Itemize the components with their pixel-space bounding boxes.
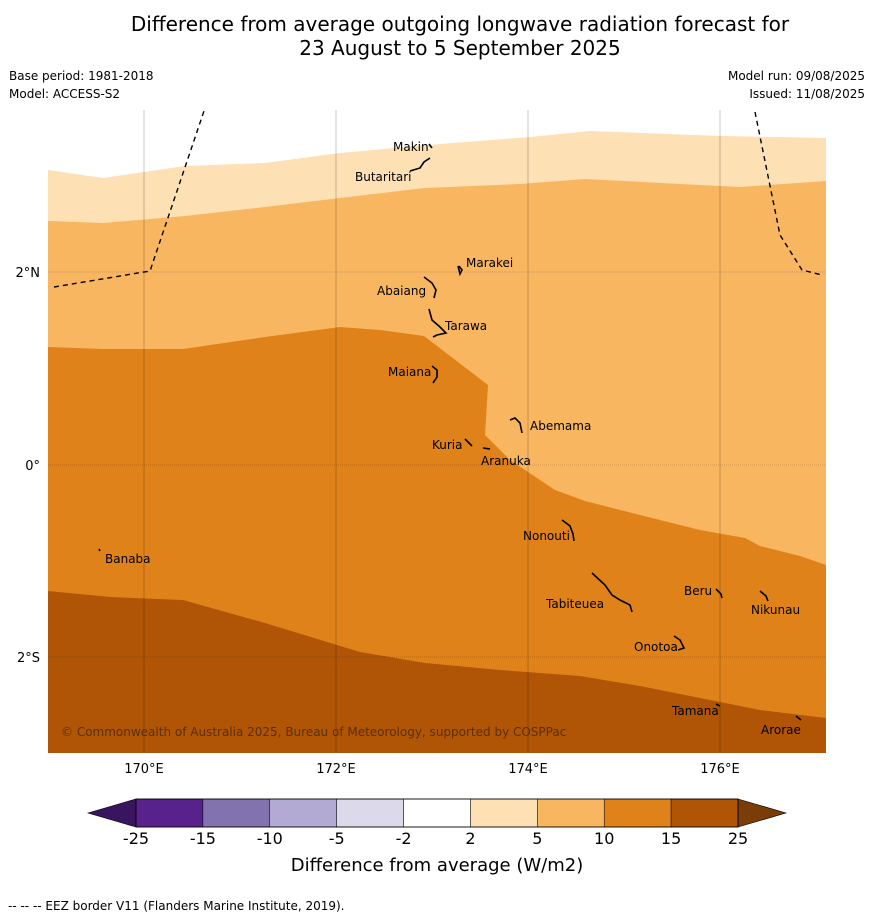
island-beru	[715, 588, 723, 599]
label-maiana: Maiana	[388, 365, 431, 379]
colorbar-segments	[135, 798, 739, 828]
island-banaba	[98, 548, 101, 552]
copyright-notice: © Commonwealth of Australia 2025, Bureau…	[61, 725, 566, 739]
colorbar-frame	[135, 798, 739, 828]
colorbar-tick-label: 5	[532, 829, 542, 848]
title-line-2: 23 August to 5 September 2025	[299, 36, 621, 60]
lon-labels: 170°E 172°E 174°E 176°E	[124, 762, 740, 777]
colorbar-tick-label: 10	[594, 829, 614, 848]
eez-legend-footer: -- -- -- EEZ border V11 (Flanders Marine…	[8, 899, 345, 913]
colorbar: -25 -15 -10 -5 -2 2 5 10 15 25 Difference from av…	[86, 798, 788, 876]
colorbar-tick-label: -2	[396, 829, 412, 848]
island-tabiteuea	[591, 572, 633, 613]
meta-left: Base period: 1981-2018 Model: ACCESS-S2	[9, 67, 154, 103]
lon-label-172e: 172°E	[316, 762, 356, 777]
island-marakei	[457, 265, 463, 277]
eez-border-east	[754, 111, 823, 276]
label-tabiteuea: Tabiteuea	[545, 597, 604, 611]
eez-border	[53, 110, 823, 288]
colorbar-segment	[470, 798, 538, 828]
label-butaritari: Butaritari	[355, 170, 412, 184]
lon-label-174e: 174°E	[508, 762, 548, 777]
model-run: Model run: 09/08/2025	[727, 69, 865, 83]
lat-label-0: 0°	[25, 459, 40, 474]
band-15-25	[48, 591, 826, 753]
label-arorae: Arorae	[761, 723, 801, 737]
colorbar-segment	[135, 798, 204, 828]
colorbar-segment	[670, 798, 739, 828]
colorbar-tick-labels: -25 -15 -10 -5 -2 2 5 10 15 25	[123, 829, 748, 848]
colorbar-segment	[269, 798, 337, 828]
label-beru: Beru	[684, 584, 712, 598]
island-tamana	[715, 703, 721, 707]
colorbar-tick-label: -5	[329, 829, 345, 848]
island-butaritari	[409, 157, 431, 172]
label-nikunau: Nikunau	[751, 603, 800, 617]
colorbar-extend-low	[86, 798, 137, 828]
colorbar-segment	[603, 798, 672, 828]
island-tarawa	[428, 308, 448, 338]
island-onotoa	[673, 635, 686, 651]
gridlines	[48, 110, 826, 753]
island-makin	[428, 143, 433, 149]
lat-label-2n: 2°N	[16, 266, 41, 281]
meta-right: Model run: 09/08/2025 Issued: 11/08/2025	[728, 67, 865, 103]
islands	[98, 143, 802, 721]
island-kuria	[464, 438, 473, 447]
colorbar-label: Difference from average (W/m2)	[291, 855, 583, 876]
issued-date: Issued: 11/08/2025	[749, 87, 865, 101]
colorbar-tick-label: -15	[190, 829, 216, 848]
colorbar-tick-label: 25	[728, 829, 748, 848]
label-banaba: Banaba	[105, 552, 151, 566]
label-makin: Makin	[393, 140, 429, 154]
label-tarawa: Tarawa	[444, 319, 487, 333]
label-marakei: Marakei	[466, 256, 513, 270]
colorbar-tick-label: -10	[257, 829, 283, 848]
colorbar-segment	[537, 798, 605, 828]
label-abemama: Abemama	[530, 419, 591, 433]
colorbar-tick-label: 15	[661, 829, 681, 848]
map-title: Difference from average outgoing longwav…	[0, 12, 873, 60]
title-line-1: Difference from average outgoing longwav…	[130, 12, 790, 36]
lon-label-176e: 176°E	[700, 762, 740, 777]
colorbar-segment	[403, 798, 471, 828]
base-period: Base period: 1981-2018	[9, 69, 154, 83]
island-abemama	[509, 417, 523, 434]
island-arorae	[795, 715, 802, 721]
label-nonouti: Nonouti	[523, 529, 570, 543]
place-labels: Makin Butaritari Marakei Abaiang Tarawa …	[105, 140, 801, 737]
colorbar-tick-label: -25	[123, 829, 149, 848]
colorbar-tick-label: 2	[465, 829, 475, 848]
island-nonouti	[561, 519, 575, 542]
colorbar-extend-high	[737, 798, 788, 828]
label-onotoa: Onotoa	[634, 640, 678, 654]
island-aranuka	[482, 447, 491, 450]
island-abaiang	[423, 276, 437, 299]
lat-labels: 2°N 0° 2°S	[16, 266, 41, 666]
lat-label-2s: 2°S	[17, 651, 40, 666]
island-nikunau	[759, 590, 769, 602]
label-aranuka: Aranuka	[481, 454, 531, 468]
colorbar-segment	[202, 798, 271, 828]
colorbar-segment	[336, 798, 404, 828]
label-kuria: Kuria	[432, 438, 463, 452]
map-area: Makin Butaritari Marakei Abaiang Tarawa …	[48, 110, 826, 753]
island-maiana	[431, 365, 438, 384]
label-tamana: Tamana	[671, 704, 719, 718]
lon-label-170e: 170°E	[124, 762, 164, 777]
model-name: Model: ACCESS-S2	[9, 87, 121, 101]
label-abaiang: Abaiang	[377, 284, 426, 298]
